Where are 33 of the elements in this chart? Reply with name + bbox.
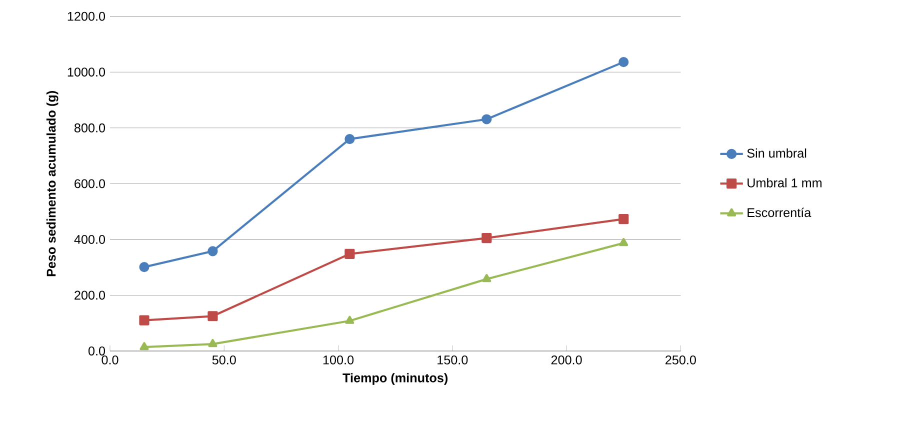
y-axis-title: Peso sedimento acumulado (g) <box>46 91 58 276</box>
y-tick-label: 400.0 <box>74 234 106 244</box>
x-tick-label: 0.0 <box>102 355 118 364</box>
x-tick-label: 150.0 <box>438 355 468 364</box>
point <box>482 232 492 244</box>
point <box>618 214 629 224</box>
point <box>344 248 355 259</box>
legend-label: Umbral 1 mm <box>748 178 822 188</box>
point <box>139 315 150 326</box>
x-tick-label: 50.0 <box>212 355 236 364</box>
point <box>344 134 355 144</box>
x-tick-label: 250.0 <box>666 355 696 364</box>
y-tick-label: 1000.0 <box>68 68 106 77</box>
point <box>208 311 218 322</box>
y-tick-label: 800.0 <box>74 123 106 132</box>
y-tick-label: 1200.0 <box>68 12 106 21</box>
point <box>482 274 492 282</box>
point <box>140 342 149 350</box>
point <box>208 338 218 348</box>
point <box>345 316 354 324</box>
y-tick-label: 0.0 <box>88 346 106 356</box>
x-tick-label: 100.0 <box>323 355 354 364</box>
point <box>139 262 150 272</box>
y-tick-label: 600.0 <box>74 179 106 188</box>
legend-label: Sin umbral <box>747 148 806 158</box>
y-tick-label: 200.0 <box>74 290 106 300</box>
point <box>208 246 218 256</box>
x-tick-label: 200.0 <box>551 355 582 364</box>
point <box>618 57 629 68</box>
point <box>619 238 628 246</box>
point <box>482 114 492 124</box>
x-axis-title: Tiempo (minutos) <box>342 373 448 385</box>
legend-label: Escorrentía <box>748 208 812 218</box>
